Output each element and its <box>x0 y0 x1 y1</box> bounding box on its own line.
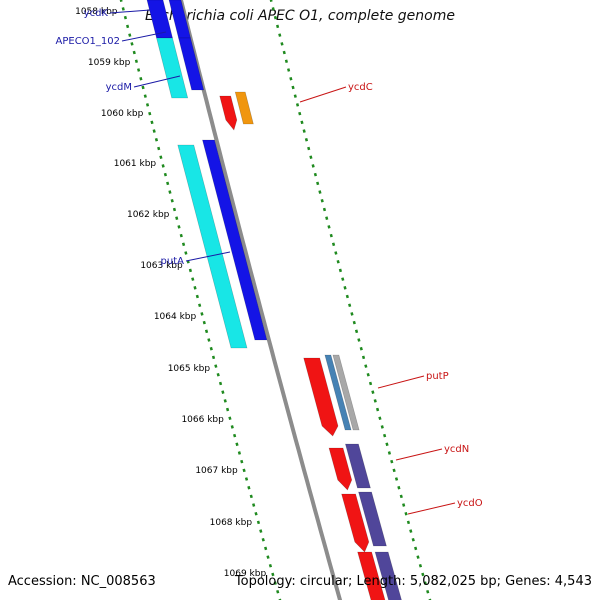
kbp-tick-label: 1067 kbp <box>195 466 238 476</box>
leader-line-putA <box>185 251 231 262</box>
gene-bar-ycdO-purple <box>358 491 387 547</box>
gene-bar-ycdM-blue <box>178 37 205 91</box>
genome-summary-text: Topology: circular; Length: 5,082,025 bp… <box>234 574 592 589</box>
kbp-tick-label: 1061 kbp <box>114 159 157 169</box>
gene-bar-next-purple <box>374 551 402 600</box>
gene-label-putP: putP <box>426 371 449 382</box>
gene-bar-putA <box>177 144 248 349</box>
kbp-tick-label: 1064 kbp <box>154 312 197 322</box>
leader-line-APECO1_102 <box>121 31 167 42</box>
gene-bar-ycdO <box>341 493 370 553</box>
gene-bar-putA-blue <box>202 139 268 341</box>
map-title: Escherichia coli APEC O1, complete genom… <box>145 8 455 24</box>
kbp-tick-label: 1059 kbp <box>88 58 131 68</box>
leader-line-ycdC <box>299 86 347 103</box>
gene-label-ycdM: ycdM <box>106 82 132 93</box>
gene-bar-ycdM <box>156 37 189 99</box>
kbp-tick-label: 1062 kbp <box>127 210 170 220</box>
gene-bar-next <box>357 551 386 600</box>
leader-line-ycdN <box>395 448 443 461</box>
kbp-tick-label: 1069 kbp <box>224 569 267 579</box>
kbp-tick-label: 1058 kbp <box>75 7 118 17</box>
gene-bar-ycdN-purple <box>345 443 371 489</box>
gene-label-ycdK: ycdK <box>84 8 109 19</box>
gene-label-ycdN: ycdN <box>444 444 469 455</box>
kbp-tick-label: 1060 kbp <box>101 109 144 119</box>
gene-bar-ycdC <box>219 95 238 131</box>
gene-bar-putP <box>303 357 339 437</box>
gene-bar-putP-steel <box>324 354 352 431</box>
leader-line-ycdO <box>407 502 456 515</box>
leader-line-ycdK <box>109 9 151 14</box>
gene-label-putA: putA <box>161 256 185 267</box>
accession-text: Accession: NC_008563 <box>8 574 156 589</box>
gene-bar-ycdN <box>328 447 353 491</box>
gene-label-APECO1_102: APECO1_102 <box>56 36 121 47</box>
gene-label-ycdO: ycdO <box>457 498 483 509</box>
kbp-tick-label: 1063 kbp <box>140 261 183 271</box>
gene-bar-ycdK <box>146 0 173 39</box>
leader-line-putP <box>377 375 425 389</box>
leader-line-ycdM <box>133 75 181 88</box>
kbp-tick-label: 1065 kbp <box>168 364 211 374</box>
backbone-line <box>178 0 343 600</box>
gene-bar-putP-grey <box>332 354 360 431</box>
gene-bar-ycdC-orange <box>234 91 254 125</box>
kbp-tick-label: 1066 kbp <box>181 415 224 425</box>
kbp-tick-label: 1068 kbp <box>210 518 253 528</box>
gene-label-ycdC: ycdC <box>348 82 373 93</box>
